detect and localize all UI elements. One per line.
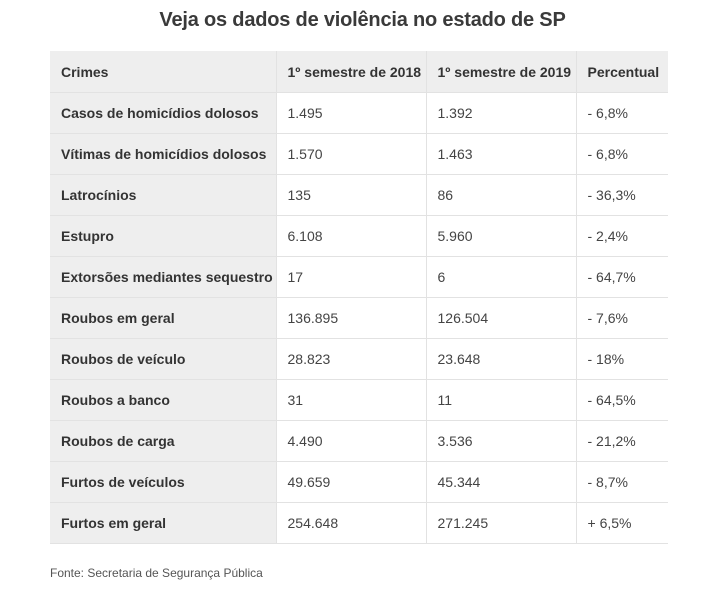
value-2018-cell: 28.823 xyxy=(276,338,427,380)
percent-cell: - 36,3% xyxy=(576,174,668,216)
page-title: Veja os dados de violência no estado de … xyxy=(159,9,566,31)
value-2018-cell: 1.495 xyxy=(276,92,427,134)
value-2018-cell: 254.648 xyxy=(276,502,427,544)
percent-cell: - 6,8% xyxy=(576,133,668,175)
percent-cell: - 21,2% xyxy=(576,420,668,462)
table-row: Furtos de veículos 49.659 45.344 - 8,7% xyxy=(50,461,668,503)
crime-name-cell: Casos de homicídios dolosos xyxy=(50,92,277,134)
percent-cell: - 8,7% xyxy=(576,461,668,503)
table-row: Roubos em geral 136.895 126.504 - 7,6% xyxy=(50,297,668,339)
value-2019-cell: 5.960 xyxy=(426,215,577,257)
value-2018-cell: 17 xyxy=(276,256,427,298)
value-2019-cell: 1.463 xyxy=(426,133,577,175)
percent-cell: - 2,4% xyxy=(576,215,668,257)
percent-cell: + 6,5% xyxy=(576,502,668,544)
source-note: Fonte: Secretaria de Segurança Pública xyxy=(50,566,263,580)
value-2019-cell: 126.504 xyxy=(426,297,577,339)
table-row: Latrocínios 135 86 - 36,3% xyxy=(50,174,668,216)
value-2018-cell: 135 xyxy=(276,174,427,216)
value-2019-cell: 45.344 xyxy=(426,461,577,503)
crime-name-cell: Roubos de carga xyxy=(50,420,277,462)
crime-name-cell: Latrocínios xyxy=(50,174,277,216)
header-2019: 1º semestre de 2019 xyxy=(426,51,577,93)
table-header-row: Crimes 1º semestre de 2018 1º semestre d… xyxy=(50,51,668,93)
crime-name-cell: Extorsões mediantes sequestro xyxy=(50,256,277,298)
value-2019-cell: 271.245 xyxy=(426,502,577,544)
table-row: Vítimas de homicídios dolosos 1.570 1.46… xyxy=(50,133,668,175)
value-2018-cell: 1.570 xyxy=(276,133,427,175)
value-2019-cell: 3.536 xyxy=(426,420,577,462)
value-2019-cell: 1.392 xyxy=(426,92,577,134)
table-row: Extorsões mediantes sequestro 17 6 - 64,… xyxy=(50,256,668,298)
percent-cell: - 6,8% xyxy=(576,92,668,134)
crime-name-cell: Roubos em geral xyxy=(50,297,277,339)
table-row: Roubos de veículo 28.823 23.648 - 18% xyxy=(50,338,668,380)
header-percentual: Percentual xyxy=(576,51,668,93)
table-row: Casos de homicídios dolosos 1.495 1.392 … xyxy=(50,92,668,134)
crime-name-cell: Roubos de veículo xyxy=(50,338,277,380)
percent-cell: - 64,7% xyxy=(576,256,668,298)
percent-cell: - 7,6% xyxy=(576,297,668,339)
value-2018-cell: 49.659 xyxy=(276,461,427,503)
table-row: Roubos de carga 4.490 3.536 - 21,2% xyxy=(50,420,668,462)
value-2018-cell: 31 xyxy=(276,379,427,421)
value-2019-cell: 23.648 xyxy=(426,338,577,380)
value-2018-cell: 136.895 xyxy=(276,297,427,339)
crime-data-table: Crimes 1º semestre de 2018 1º semestre d… xyxy=(50,51,668,544)
crime-name-cell: Estupro xyxy=(50,215,277,257)
value-2018-cell: 6.108 xyxy=(276,215,427,257)
percent-cell: - 18% xyxy=(576,338,668,380)
crime-name-cell: Roubos a banco xyxy=(50,379,277,421)
header-crimes: Crimes xyxy=(50,51,277,93)
header-2018: 1º semestre de 2018 xyxy=(276,51,427,93)
table-row: Furtos em geral 254.648 271.245 + 6,5% xyxy=(50,502,668,544)
crime-name-cell: Vítimas de homicídios dolosos xyxy=(50,133,277,175)
crime-name-cell: Furtos de veículos xyxy=(50,461,277,503)
crime-name-cell: Furtos em geral xyxy=(50,502,277,544)
value-2019-cell: 86 xyxy=(426,174,577,216)
percent-cell: - 64,5% xyxy=(576,379,668,421)
value-2019-cell: 6 xyxy=(426,256,577,298)
table-row: Roubos a banco 31 11 - 64,5% xyxy=(50,379,668,421)
table-row: Estupro 6.108 5.960 - 2,4% xyxy=(50,215,668,257)
value-2019-cell: 11 xyxy=(426,379,577,421)
value-2018-cell: 4.490 xyxy=(276,420,427,462)
